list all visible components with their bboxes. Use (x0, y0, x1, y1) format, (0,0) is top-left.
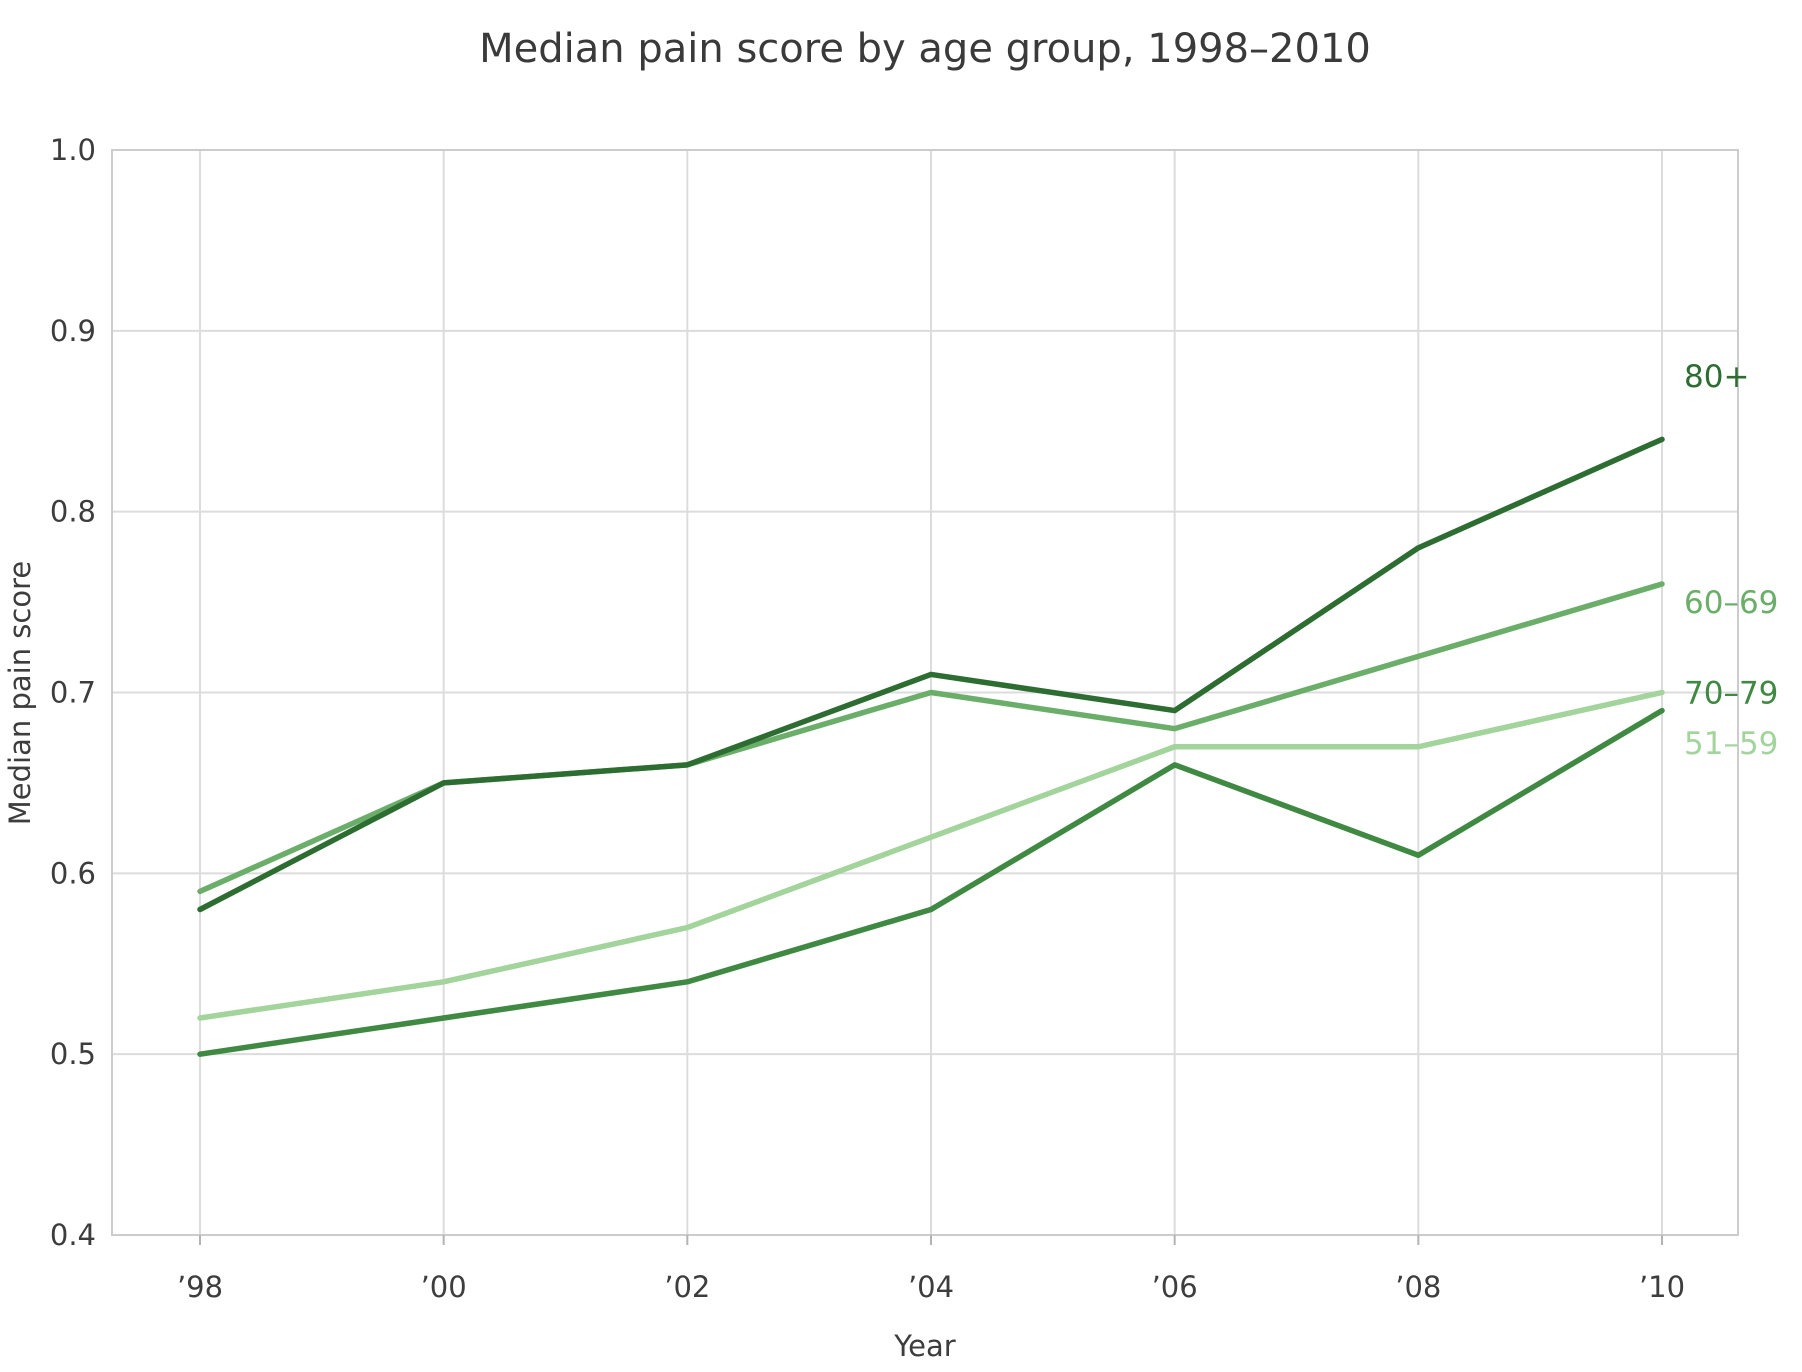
plot-frame (111, 149, 1739, 1236)
x-tick-label: ’06 (1152, 1270, 1198, 1304)
x-axis-label: Year (893, 1329, 955, 1363)
axis-tick-marks (199, 1235, 1663, 1245)
series-label-60–69: 60–69 (1684, 585, 1778, 621)
series-label-51–59: 51–59 (1684, 726, 1778, 762)
y-tick-label: 0.8 (50, 495, 96, 529)
x-tick-label: ’04 (908, 1270, 954, 1304)
series-lines (197, 436, 1665, 1057)
series-line-51–59 (197, 689, 1665, 1021)
plot-border (111, 149, 1739, 1236)
x-tick-label: ’08 (1395, 1270, 1441, 1304)
x-tick-label: ’02 (664, 1270, 710, 1304)
series-label-70–79: 70–79 (1684, 676, 1778, 712)
y-tick-label: 0.9 (50, 314, 96, 348)
y-tick-label: 0.6 (50, 856, 96, 890)
series-end-labels: 80+ 60–69 70–79 51–59 (1684, 359, 1778, 762)
series-label-80+: 80+ (1684, 359, 1749, 395)
axis-tick-labels: 1.0 0.9 0.8 0.7 0.6 0.5 0.4 ’98 ’00 ’02 ’04 ’06 ’08 ’… (50, 133, 1685, 1304)
series-line-80+ (197, 436, 1665, 913)
x-tick-label: ’10 (1639, 1270, 1685, 1304)
y-tick-label: 1.0 (50, 133, 96, 167)
x-tick-label: ’00 (421, 1270, 467, 1304)
y-tick-label: 0.5 (50, 1037, 96, 1071)
y-tick-label: 0.4 (50, 1218, 96, 1252)
series-line-70–79 (197, 707, 1665, 1057)
y-axis-label: Median pain score (3, 561, 37, 825)
x-tick-label: ’98 (177, 1270, 223, 1304)
y-tick-label: 0.7 (50, 676, 96, 710)
chart-title: Median pain score by age group, 1998–201… (479, 26, 1371, 72)
